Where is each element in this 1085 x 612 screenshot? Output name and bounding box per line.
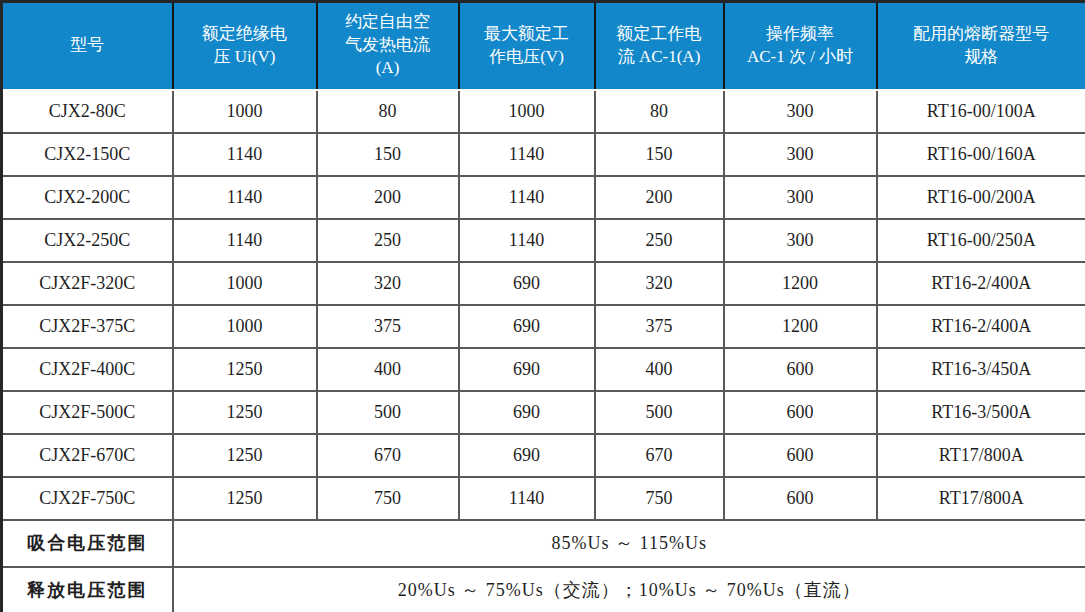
value-cell: RT16-00/100A — [877, 90, 1085, 133]
value-cell: 1140 — [173, 176, 317, 219]
table-row: CJX2F-320C10003206903201200RT16-2/400A — [2, 262, 1085, 305]
model-cell: CJX2-250C — [2, 219, 173, 262]
model-cell: CJX2-80C — [2, 90, 173, 133]
value-cell: 1140 — [173, 219, 317, 262]
value-cell: 500 — [595, 391, 724, 434]
column-header-operating-frequency: 操作频率 AC-1 次 / 小时 — [724, 2, 877, 90]
value-cell: 250 — [595, 219, 724, 262]
value-cell: 1200 — [724, 262, 877, 305]
release-voltage-label: 释放电压范围 — [2, 567, 173, 612]
model-cell: CJX2F-400C — [2, 348, 173, 391]
release-voltage-value: 20%Us ～ 75%Us（交流）；10%Us ～ 70%Us（直流） — [173, 567, 1085, 612]
column-header-max-rated-working-voltage: 最大额定工 作电压(V) — [459, 2, 595, 90]
value-cell: RT16-00/160A — [877, 133, 1085, 176]
value-cell: 80 — [595, 90, 724, 133]
value-cell: 1140 — [459, 176, 595, 219]
value-cell: 1000 — [173, 90, 317, 133]
value-cell: 320 — [595, 262, 724, 305]
model-cell: CJX2-200C — [2, 176, 173, 219]
value-cell: 690 — [459, 262, 595, 305]
value-cell: 690 — [459, 391, 595, 434]
table-footer: 吸合电压范围 85%Us ～ 115%Us 释放电压范围 20%Us ～ 75%… — [2, 520, 1085, 612]
value-cell: 690 — [459, 305, 595, 348]
spec-sheet-page: 型号 额定绝缘电 压 Ui(V) 约定自由空 气发热电流 (A) 最大额定工 作… — [0, 0, 1085, 612]
value-cell: 300 — [724, 133, 877, 176]
pickup-voltage-value: 85%Us ～ 115%Us — [173, 520, 1085, 567]
column-header-rated-working-current-ac1: 额定工作电 流 AC-1(A) — [595, 2, 724, 90]
value-cell: 375 — [595, 305, 724, 348]
value-cell: 670 — [317, 434, 459, 477]
value-cell: RT16-2/400A — [877, 262, 1085, 305]
value-cell: 1000 — [173, 305, 317, 348]
model-cell: CJX2F-750C — [2, 477, 173, 520]
table-row: CJX2F-750C12507501140750600RT17/800A — [2, 477, 1085, 520]
value-cell: 150 — [595, 133, 724, 176]
value-cell: RT17/800A — [877, 434, 1085, 477]
model-cell: CJX2-150C — [2, 133, 173, 176]
value-cell: RT16-00/250A — [877, 219, 1085, 262]
table-header: 型号 额定绝缘电 压 Ui(V) 约定自由空 气发热电流 (A) 最大额定工 作… — [2, 2, 1085, 90]
value-cell: RT16-00/200A — [877, 176, 1085, 219]
value-cell: 375 — [317, 305, 459, 348]
value-cell: 1250 — [173, 348, 317, 391]
table-row: CJX2F-670C1250670690670600RT17/800A — [2, 434, 1085, 477]
column-header-rated-insulation-voltage: 额定绝缘电 压 Ui(V) — [173, 2, 317, 90]
table-row: CJX2F-400C1250400690400600RT16-3/450A — [2, 348, 1085, 391]
value-cell: 600 — [724, 348, 877, 391]
value-cell: 250 — [317, 219, 459, 262]
model-cell: CJX2F-375C — [2, 305, 173, 348]
value-cell: 750 — [595, 477, 724, 520]
value-cell: 320 — [317, 262, 459, 305]
value-cell: RT16-2/400A — [877, 305, 1085, 348]
table-row: CJX2-250C11402501140250300RT16-00/250A — [2, 219, 1085, 262]
value-cell: 1000 — [173, 262, 317, 305]
value-cell: 300 — [724, 219, 877, 262]
model-cell: CJX2F-670C — [2, 434, 173, 477]
value-cell: 400 — [595, 348, 724, 391]
value-cell: 1140 — [173, 133, 317, 176]
value-cell: 300 — [724, 90, 877, 133]
value-cell: 1250 — [173, 391, 317, 434]
value-cell: 600 — [724, 434, 877, 477]
header-row: 型号 额定绝缘电 压 Ui(V) 约定自由空 气发热电流 (A) 最大额定工 作… — [2, 2, 1085, 90]
value-cell: 400 — [317, 348, 459, 391]
release-voltage-row: 释放电压范围 20%Us ～ 75%Us（交流）；10%Us ～ 70%Us（直… — [2, 567, 1085, 612]
table-row: CJX2-150C11401501140150300RT16-00/160A — [2, 133, 1085, 176]
value-cell: 600 — [724, 477, 877, 520]
value-cell: 1000 — [459, 90, 595, 133]
value-cell: RT16-3/500A — [877, 391, 1085, 434]
value-cell: 1140 — [459, 477, 595, 520]
value-cell: 200 — [317, 176, 459, 219]
value-cell: 500 — [317, 391, 459, 434]
value-cell: 690 — [459, 348, 595, 391]
value-cell: 1250 — [173, 477, 317, 520]
table-row: CJX2-200C11402001140200300RT16-00/200A — [2, 176, 1085, 219]
value-cell: RT17/800A — [877, 477, 1085, 520]
pickup-voltage-row: 吸合电压范围 85%Us ～ 115%Us — [2, 520, 1085, 567]
column-header-model: 型号 — [2, 2, 173, 90]
value-cell: 300 — [724, 176, 877, 219]
table-row: CJX2F-500C1250500690500600RT16-3/500A — [2, 391, 1085, 434]
column-header-fuse-model-spec: 配用的熔断器型号 规格 — [877, 2, 1085, 90]
value-cell: 600 — [724, 391, 877, 434]
model-cell: CJX2F-320C — [2, 262, 173, 305]
contactor-spec-table: 型号 额定绝缘电 压 Ui(V) 约定自由空 气发热电流 (A) 最大额定工 作… — [0, 0, 1085, 612]
value-cell: 1140 — [459, 219, 595, 262]
table-row: CJX2F-375C10003756903751200RT16-2/400A — [2, 305, 1085, 348]
pickup-voltage-label: 吸合电压范围 — [2, 520, 173, 567]
value-cell: 150 — [317, 133, 459, 176]
value-cell: RT16-3/450A — [877, 348, 1085, 391]
table-body: CJX2-80C100080100080300RT16-00/100ACJX2-… — [2, 90, 1085, 520]
column-header-conventional-free-air-thermal-current: 约定自由空 气发热电流 (A) — [317, 2, 459, 90]
table-row: CJX2-80C100080100080300RT16-00/100A — [2, 90, 1085, 133]
value-cell: 1200 — [724, 305, 877, 348]
value-cell: 690 — [459, 434, 595, 477]
value-cell: 1250 — [173, 434, 317, 477]
value-cell: 80 — [317, 90, 459, 133]
value-cell: 670 — [595, 434, 724, 477]
value-cell: 200 — [595, 176, 724, 219]
model-cell: CJX2F-500C — [2, 391, 173, 434]
value-cell: 750 — [317, 477, 459, 520]
value-cell: 1140 — [459, 133, 595, 176]
